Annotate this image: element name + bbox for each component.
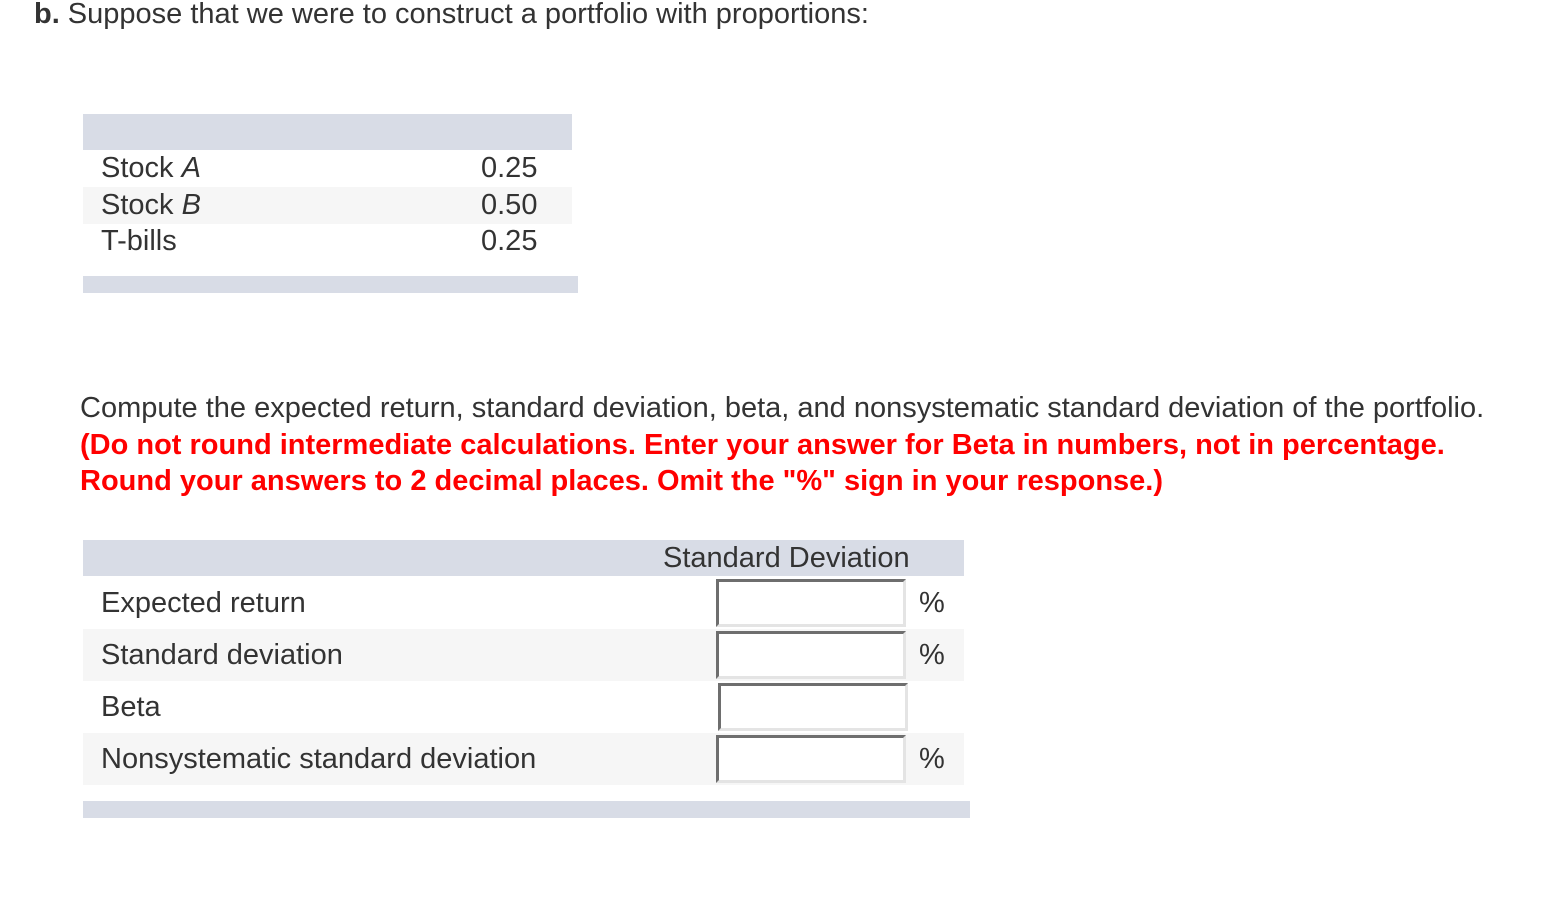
row-label-italic: B: [181, 189, 201, 221]
standard-deviation-input[interactable]: [716, 631, 906, 679]
answer-row-beta: Beta: [83, 681, 964, 733]
row-value: 0.25: [481, 225, 538, 257]
expected-return-input[interactable]: [716, 579, 906, 627]
proportion-row: T-bills 0.25: [83, 223, 572, 260]
row-label: Stock: [101, 152, 182, 184]
row-label: Nonsystematic standard deviation: [101, 743, 537, 775]
question-text: Suppose that we were to construct a port…: [67, 0, 869, 30]
instructions-text: Compute the expected return, standard de…: [80, 392, 1485, 424]
instructions: Compute the expected return, standard de…: [80, 390, 1540, 500]
proportion-row: Stock A 0.25: [83, 150, 572, 187]
row-label-italic: A: [181, 152, 201, 184]
row-label: T-bills: [101, 225, 177, 257]
row-label: Stock: [101, 189, 182, 221]
unit-label: %: [919, 587, 945, 619]
answer-table-footer: [83, 801, 970, 818]
answer-table-header: Standard Deviation: [83, 540, 964, 576]
proportion-row: Stock B 0.50: [83, 187, 572, 224]
answer-row-nonsystematic-sd: Nonsystematic standard deviation%: [83, 733, 964, 785]
row-value: 0.50: [481, 189, 538, 221]
column-header: Standard Deviation: [663, 542, 910, 574]
answer-row-standard-deviation: Standard deviation%: [83, 629, 964, 681]
row-label: Standard deviation: [101, 639, 343, 671]
beta-input[interactable]: [718, 683, 908, 731]
nonsystematic-sd-input[interactable]: [716, 735, 906, 783]
question-title: b. Suppose that we were to construct a po…: [34, 0, 869, 31]
row-label: Beta: [101, 691, 161, 723]
row-value: 0.25: [481, 152, 538, 184]
unit-label: %: [919, 743, 945, 775]
row-label: Expected return: [101, 587, 306, 619]
answer-row-expected-return: Expected return%: [83, 577, 964, 629]
unit-label: %: [919, 639, 945, 671]
instructions-note: (Do not round intermediate calculations.…: [80, 428, 1445, 498]
question-label: b.: [34, 0, 60, 30]
proportions-header: [83, 114, 572, 150]
proportions-footer: [83, 276, 578, 293]
